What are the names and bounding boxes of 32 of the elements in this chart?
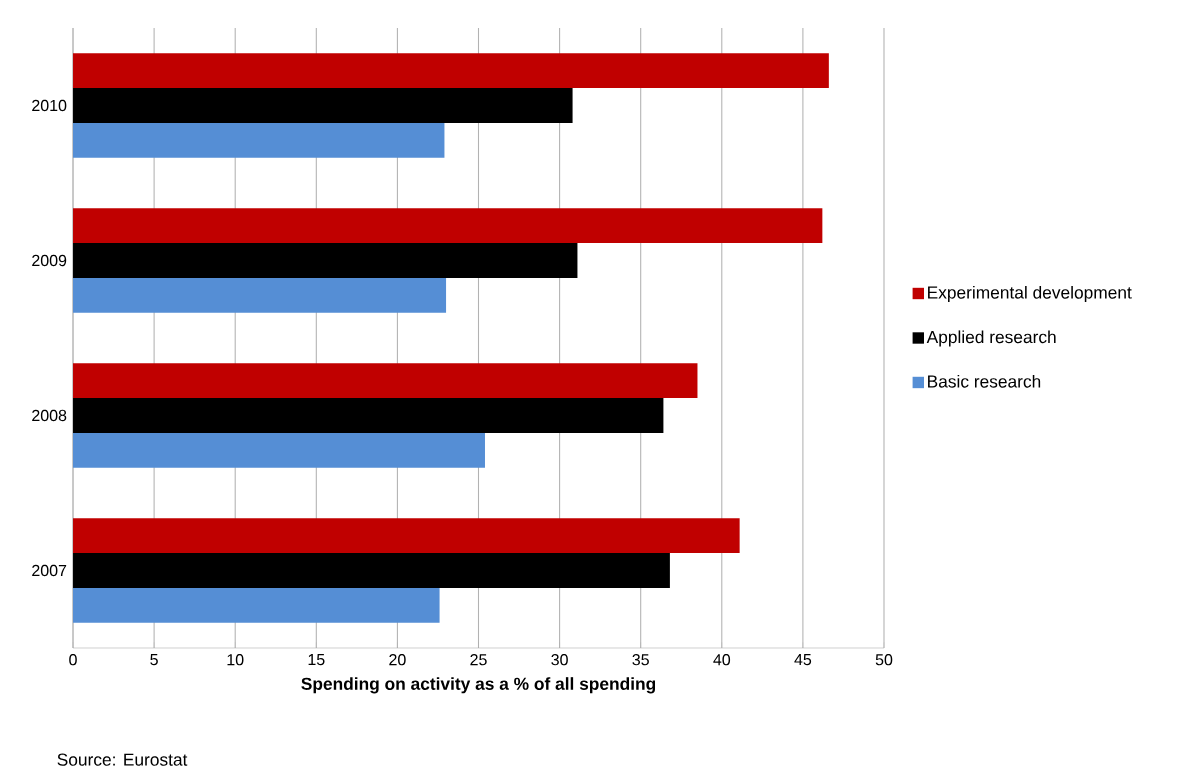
bar [73, 518, 740, 554]
bar [73, 363, 698, 399]
bar [73, 208, 823, 244]
x-tick-label: 10 [227, 654, 244, 666]
y-tick-label: 2008 [32, 409, 67, 422]
x-tick-label: 40 [713, 654, 731, 666]
x-tick-label: 45 [794, 654, 812, 666]
x-tick-label: 35 [632, 654, 649, 666]
x-tick-label: 5 [150, 654, 158, 666]
x-axis-title: Spending on activity as a % of all spending [301, 677, 656, 694]
x-tick-label: 25 [470, 654, 487, 666]
x-tick-label: 20 [389, 654, 406, 666]
y-tick-label: 2007 [32, 564, 67, 577]
legend-label: Basic research [928, 374, 1041, 388]
bar [73, 243, 578, 278]
x-tick-label: 50 [875, 654, 893, 666]
legend-label: Experimental development [928, 285, 1132, 303]
bar [73, 587, 440, 623]
bar [73, 553, 670, 588]
bar [73, 53, 829, 89]
x-tick-label: 15 [308, 654, 325, 666]
source-note: Source: Eurostat [57, 753, 188, 766]
bar [73, 277, 447, 313]
bar [73, 122, 445, 158]
x-tick-label: 0 [69, 654, 77, 666]
y-tick-label: 2009 [32, 254, 67, 267]
y-tick-label: 2010 [32, 99, 67, 112]
bar [73, 432, 485, 468]
legend-label: Applied research [926, 330, 1056, 347]
bar [73, 88, 573, 123]
x-tick-label: 30 [551, 654, 568, 666]
bar [73, 398, 664, 433]
